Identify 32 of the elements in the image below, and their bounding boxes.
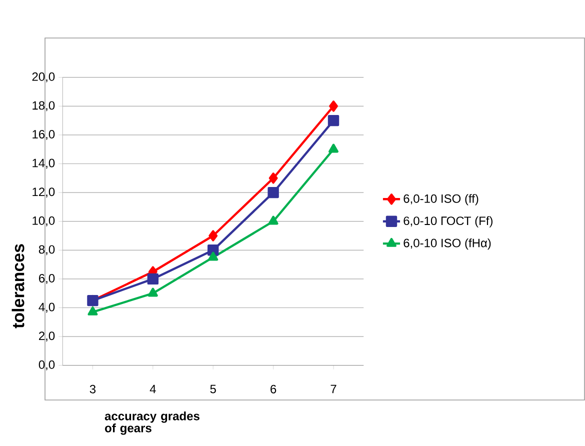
point: [88, 306, 98, 316]
point: [268, 172, 278, 184]
point: [208, 230, 218, 242]
y-tick-label: 0,0: [38, 360, 55, 370]
text: accuracy grades of gears: [104, 412, 200, 435]
legend-label: 6,0-10 ISO (fHα): [404, 238, 491, 250]
x-tick-label: 7: [330, 384, 336, 394]
point: [147, 273, 159, 285]
y-tick-label: 6,0: [39, 274, 55, 284]
y-tick-label: 10,0: [32, 216, 55, 226]
point: [268, 216, 278, 225]
point: [268, 186, 279, 198]
y-tick-label: 18,0: [32, 101, 55, 112]
y-tick-label: 2,0: [38, 332, 55, 342]
point: [208, 252, 218, 261]
point: [328, 144, 339, 153]
y-tick-label: 12,0: [32, 188, 55, 198]
point: [328, 114, 340, 126]
y-tick-label: 20,0: [32, 72, 55, 82]
y-tick-label: 16,0: [32, 130, 55, 140]
x-tick-label: 4: [150, 384, 156, 394]
legend-label: 6,0-10 ISO (ff): [404, 194, 478, 206]
x-tick-label: 5: [210, 384, 216, 394]
y-axis-title: tolerances: [12, 244, 24, 328]
legend-label: 6,0-10 ГОСТ (Ff): [404, 216, 492, 228]
point: [329, 100, 338, 112]
y-tick-label: 4,0: [38, 302, 55, 313]
y-tick-label: 14,0: [32, 158, 55, 169]
point: [148, 288, 158, 297]
x-tick-label: 3: [90, 384, 96, 394]
y-tick-label: 8,0: [38, 245, 55, 256]
x-tick-label: 6: [270, 384, 276, 394]
